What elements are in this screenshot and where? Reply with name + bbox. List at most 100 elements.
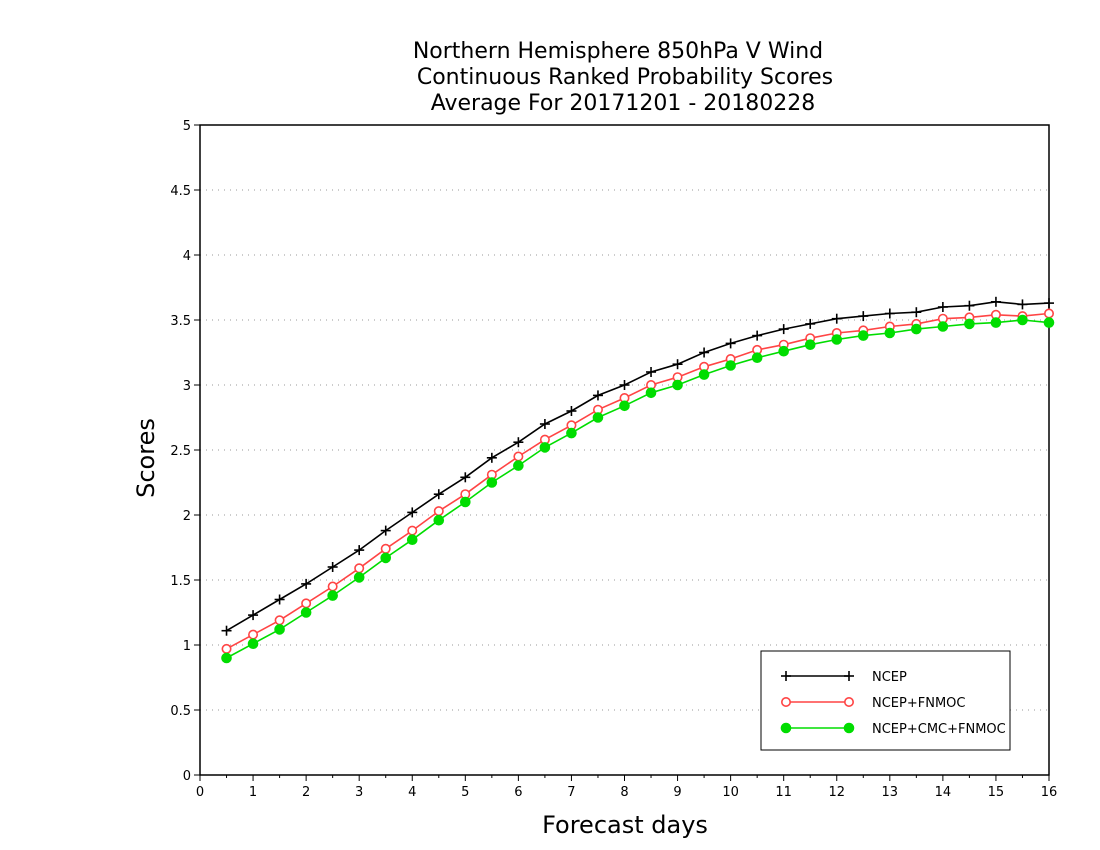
data-point xyxy=(964,318,975,330)
data-point xyxy=(539,442,551,453)
x-tick-label: 6 xyxy=(514,785,522,800)
data-point xyxy=(804,339,816,351)
data-point xyxy=(406,534,418,546)
data-point xyxy=(699,347,710,358)
y-tick-label: 5 xyxy=(183,119,191,134)
data-point xyxy=(486,452,497,463)
data-point xyxy=(884,327,896,339)
data-point xyxy=(780,722,792,734)
x-tick-label: 13 xyxy=(882,785,899,800)
y-tick-label: 4 xyxy=(183,249,191,264)
y-tick-label: 2.5 xyxy=(170,444,191,459)
data-point xyxy=(354,545,365,556)
y-tick-label: 2 xyxy=(183,509,191,524)
data-point xyxy=(1043,317,1055,328)
axis-ticks: 00.511.522.533.544.550 1 2 3 4 5 6 7 8 9 10 11 12 13 1… xyxy=(170,119,1057,800)
data-point xyxy=(843,696,854,707)
x-tick-label: 11 xyxy=(775,785,792,800)
x-tick-label: 1 xyxy=(249,785,257,800)
data-point xyxy=(248,610,259,621)
data-point xyxy=(247,638,259,650)
data-point xyxy=(884,308,895,319)
data-point xyxy=(937,321,949,332)
title-line-1: Northern Hemisphere 850hPa V Wind xyxy=(413,39,823,64)
legend-box xyxy=(760,650,1011,751)
data-point xyxy=(937,302,948,312)
data-point xyxy=(460,496,471,508)
series-line xyxy=(226,300,1050,632)
data-point xyxy=(619,380,630,390)
data-point xyxy=(327,590,338,601)
data-point xyxy=(274,624,285,635)
legend: NCEP NCEP+FNMOC NCEP+CMC+FNMOC xyxy=(760,650,1011,751)
x-axis-label: Forecast days xyxy=(542,811,708,839)
data-point xyxy=(781,671,791,681)
data-point xyxy=(1017,299,1028,310)
data-point xyxy=(566,406,577,416)
data-point xyxy=(672,379,683,391)
data-point xyxy=(353,572,365,583)
data-point xyxy=(433,506,444,517)
data-point xyxy=(221,643,232,654)
data-point xyxy=(725,360,736,371)
data-point xyxy=(221,652,232,664)
series-ncep xyxy=(221,296,1054,636)
data-point xyxy=(327,581,338,592)
data-point xyxy=(645,387,657,399)
title-line-2: Continuous Ranked Probability Scores xyxy=(417,65,833,90)
x-tick-label: 9 xyxy=(673,785,681,800)
data-point xyxy=(778,345,789,357)
data-point xyxy=(964,300,975,311)
chart-title: Northern Hemisphere 850hPa V Wind Contin… xyxy=(413,39,833,116)
data-point xyxy=(911,307,922,318)
data-point xyxy=(698,369,710,380)
x-tick-label: 3 xyxy=(355,785,363,800)
data-point xyxy=(433,514,445,526)
data-point xyxy=(831,334,843,345)
x-tick-label: 12 xyxy=(828,785,845,800)
data-point xyxy=(990,317,1002,328)
y-tick-label: 0 xyxy=(183,769,191,784)
data-point xyxy=(407,525,418,536)
x-tick-label: 5 xyxy=(461,785,469,800)
x-tick-label: 7 xyxy=(567,785,575,800)
data-point xyxy=(300,607,312,618)
y-tick-label: 0.5 xyxy=(170,704,191,719)
data-point xyxy=(301,578,312,589)
data-point xyxy=(274,615,285,626)
data-point xyxy=(248,629,259,640)
data-point xyxy=(805,318,816,329)
data-point xyxy=(513,460,524,471)
data-point xyxy=(752,330,763,341)
legend-item: NCEP+CMC+FNMOC xyxy=(780,722,1006,737)
title-line-3: Average For 20171201 - 20180228 xyxy=(431,91,816,116)
data-point xyxy=(513,437,524,448)
legend-item: NCEP+FNMOC xyxy=(780,696,965,711)
data-point xyxy=(301,598,312,609)
y-tick-label: 3.5 xyxy=(170,314,191,329)
data-point xyxy=(831,313,842,324)
y-axis-label: Scores xyxy=(132,418,160,498)
data-point xyxy=(844,671,854,681)
data-point xyxy=(380,543,391,554)
data-point xyxy=(460,472,471,483)
data-point xyxy=(725,338,736,349)
series-line xyxy=(226,319,1050,659)
data-point xyxy=(780,696,791,707)
y-tick-label: 1 xyxy=(183,639,191,654)
y-tick-label: 1.5 xyxy=(170,574,191,589)
data-point xyxy=(407,507,418,518)
data-point xyxy=(380,525,391,536)
data-point xyxy=(990,296,1001,307)
x-tick-label: 0 xyxy=(196,785,204,800)
x-tick-label: 14 xyxy=(935,785,952,800)
x-tick-label: 2 xyxy=(302,785,310,800)
series xyxy=(221,296,1055,664)
data-point xyxy=(1044,308,1055,319)
data-point xyxy=(646,367,657,377)
x-tick-label: 10 xyxy=(722,785,739,800)
data-point xyxy=(592,390,603,401)
data-point xyxy=(327,562,338,572)
data-point xyxy=(513,451,524,462)
